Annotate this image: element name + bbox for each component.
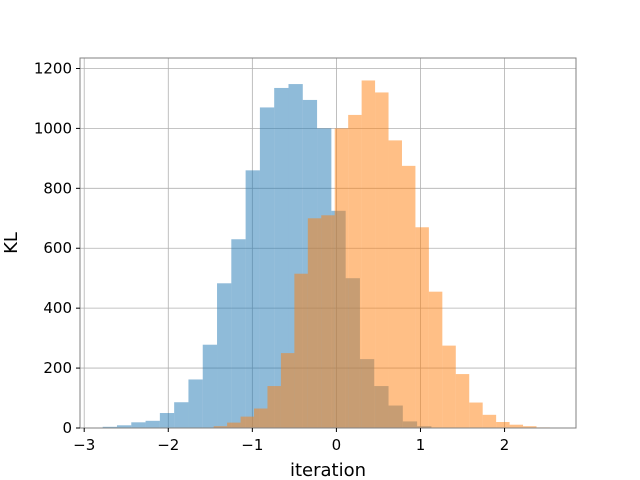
series-0-bar-2 <box>131 422 146 428</box>
series-1-bar-22 <box>509 424 524 428</box>
series-0-bar-7 <box>202 344 218 428</box>
series-1-bar-14 <box>401 165 416 428</box>
series-1-bar-18 <box>455 374 470 428</box>
y-axis-label: KL <box>1 232 22 254</box>
series-1-bar-5 <box>280 353 295 428</box>
series-0-bar-12 <box>274 87 289 429</box>
series-1-bar-3 <box>254 408 268 428</box>
histogram-bars <box>102 80 550 429</box>
series-0-bar-5 <box>174 402 189 428</box>
series-1-bar-1 <box>227 422 241 428</box>
y-tick-label-0: 0 <box>62 419 72 437</box>
series-1-bar-12 <box>375 92 389 429</box>
series-0-bar-6 <box>188 379 203 428</box>
series-1-bar-16 <box>428 291 443 428</box>
x-tick-label-4: 1 <box>416 436 426 454</box>
series-1-bar-6 <box>294 273 308 428</box>
series-1-bar-20 <box>482 414 497 428</box>
x-axis-label: iteration <box>290 460 366 480</box>
x-tick-label-3: 0 <box>332 436 342 454</box>
plot-frame <box>79 57 577 429</box>
axis-ticks: −3 −2 −1 0 1 2 0 200 400 600 800 1000 1200 <box>34 59 510 454</box>
series-1-bar-4 <box>267 386 281 428</box>
series-0-bar-9 <box>231 239 246 428</box>
series-1-bar-2 <box>240 416 255 428</box>
series-0-bar-4 <box>159 413 175 428</box>
series-0-bar-0 <box>102 426 117 428</box>
series-1-bar-9 <box>334 128 349 429</box>
series-1-bar-13 <box>388 140 402 428</box>
series-1-bar-11 <box>361 80 376 428</box>
x-tick-label-2: −1 <box>241 436 263 454</box>
x-tick-label-0: −3 <box>73 436 95 454</box>
series-1-bar-23 <box>523 426 537 428</box>
series-1-bar-21 <box>496 422 510 428</box>
y-tick-label-5: 1000 <box>34 119 72 137</box>
y-tick-label-4: 800 <box>43 179 72 197</box>
x-tick-label-1: −2 <box>157 436 179 454</box>
series-1-bar-8 <box>321 215 335 428</box>
series-1-bar-19 <box>469 402 483 428</box>
series-0-bar-8 <box>217 283 232 428</box>
y-tick-label-2: 400 <box>43 299 72 317</box>
series-1-bar-17 <box>442 345 456 428</box>
series-0-bar-11 <box>259 107 275 428</box>
series-1-bar-15 <box>415 227 429 428</box>
series-0-bar-3 <box>145 420 160 428</box>
y-tick-label-1: 200 <box>43 359 72 377</box>
series-0-bar-10 <box>245 170 260 428</box>
x-tick-label-5: 2 <box>500 436 510 454</box>
series-1-bars <box>213 80 550 429</box>
series-0-bar-1 <box>116 425 132 428</box>
y-tick-label-3: 600 <box>43 239 72 257</box>
series-1-bar-0 <box>213 426 228 428</box>
y-tick-label-6: 1200 <box>34 59 72 77</box>
series-1-bar-10 <box>348 114 362 428</box>
series-1-bar-7 <box>307 218 322 428</box>
